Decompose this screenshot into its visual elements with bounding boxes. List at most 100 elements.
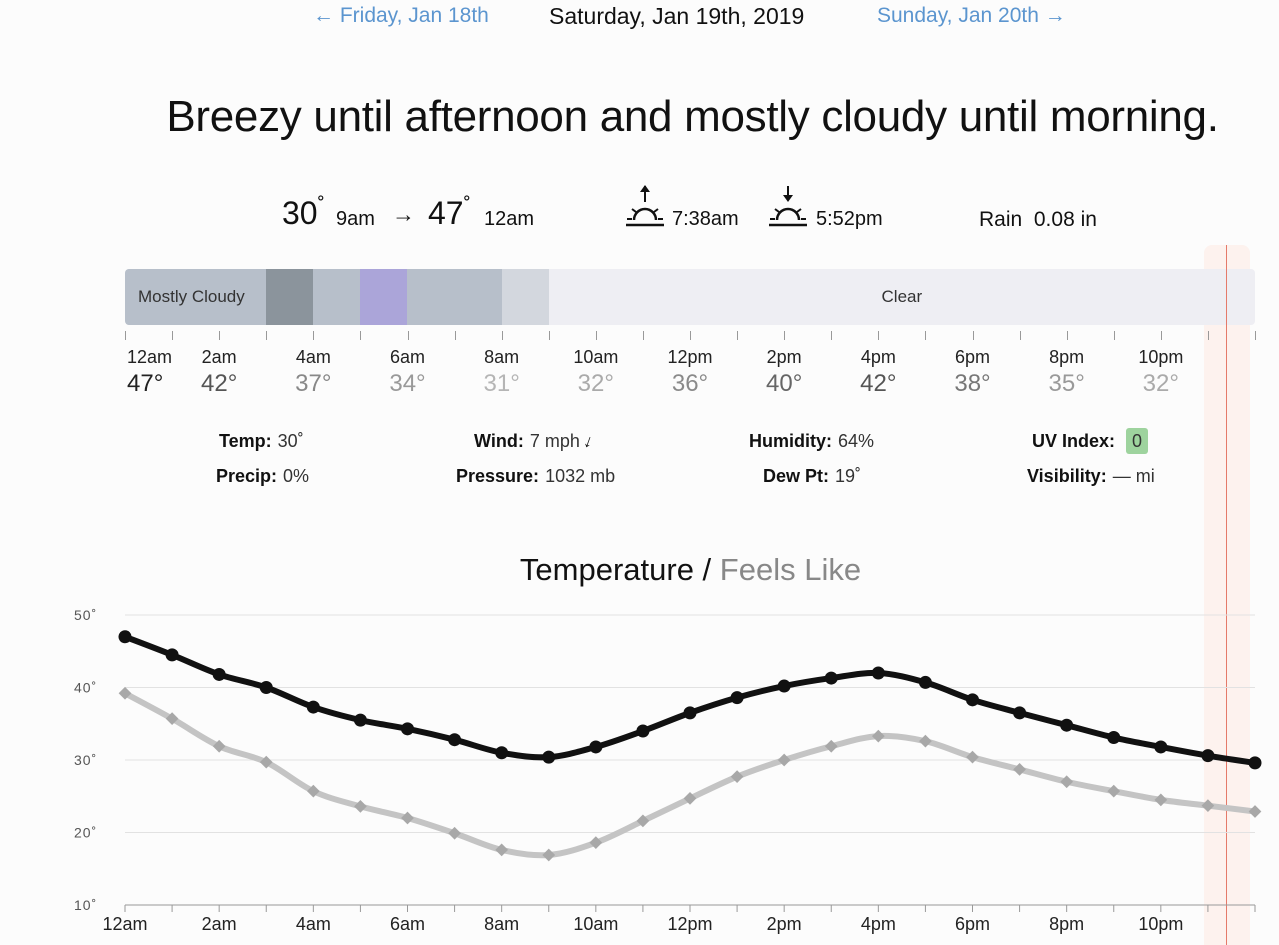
hour-temp: 34° <box>389 370 426 397</box>
temperature-point <box>1013 706 1027 720</box>
hour-label: 2pm <box>766 347 802 367</box>
x-tick-label: 2am <box>202 914 237 934</box>
y-tick-label: 20˚ <box>74 825 97 841</box>
temperature-point <box>118 630 132 644</box>
temperature-chart[interactable]: 50˚ 40˚ 30˚ 20˚ 10˚ 12am 2am 4am 6am 8am 10am 12pm 2… <box>0 600 1279 945</box>
chart-title: Temperature / Feels Like <box>519 552 862 587</box>
y-tick-label: 50˚ <box>74 607 97 623</box>
hour-temp: 47° <box>127 370 164 397</box>
feels-like-point <box>1013 763 1026 776</box>
feels-like-point <box>306 784 320 798</box>
temperature-point <box>589 740 603 754</box>
temperature-line <box>123 633 1256 766</box>
feels-like-point <box>448 826 461 840</box>
timeline-segment-label: Mostly Cloudy <box>138 287 245 306</box>
timeline-tick <box>784 331 786 340</box>
y-tick-label: 10˚ <box>74 897 97 913</box>
feels-like-point <box>1154 793 1168 807</box>
feels-like-point <box>495 843 509 857</box>
hour-label: 10pm <box>1138 347 1184 367</box>
detail-uv-index: UV Index: 0 <box>1032 428 1149 454</box>
temperature-point <box>730 691 744 705</box>
hour-temp: 42° <box>201 370 238 397</box>
timeline-segment <box>360 269 408 325</box>
feels-like-point <box>354 800 367 813</box>
hour-temp: 32° <box>577 370 614 397</box>
conditions-timeline[interactable]: Mostly Cloudy Clear <box>125 269 1255 325</box>
x-tick-label: 12am <box>102 914 147 934</box>
timeline-tick <box>266 331 268 340</box>
timeline-tick <box>831 331 833 340</box>
timeline-segment <box>313 269 361 325</box>
temperature-point <box>401 722 414 736</box>
temperature-point <box>636 724 650 738</box>
y-tick-label: 30˚ <box>74 752 97 768</box>
temperature-point <box>871 666 885 680</box>
feels-like-point <box>212 739 226 753</box>
hour-temp: 35° <box>1048 370 1085 397</box>
timeline-segment <box>407 269 502 325</box>
temperature-point <box>259 681 273 694</box>
hour-label: 8pm <box>1049 347 1085 367</box>
feels-like-point <box>824 739 838 753</box>
sunset-time: 5:52pm <box>816 208 883 230</box>
prev-day-link[interactable]: ← Friday, Jan 18th <box>313 4 489 27</box>
next-day-link[interactable]: Sunday, Jan 20th → <box>877 4 1066 27</box>
detail-dewpoint: Dew Pt: 19˚ <box>763 466 862 486</box>
detail-humidity: Humidity: 64% <box>749 431 875 451</box>
temperature-point <box>165 648 179 662</box>
temperature-point <box>306 700 320 714</box>
timeline-tick <box>595 331 597 340</box>
timeline-segment: Clear <box>548 269 1255 325</box>
hour-label: 12am <box>127 347 173 367</box>
feels-like-point <box>1201 799 1215 813</box>
detail-wind: Wind: 7 mph↓ <box>474 430 597 452</box>
temperature-point <box>824 671 838 685</box>
timeline-tick <box>360 331 362 340</box>
timeline-tick <box>1019 331 1021 340</box>
x-tick-label: 12pm <box>667 914 712 934</box>
hour-temp: 37° <box>295 370 332 397</box>
timeline-tick <box>313 331 315 340</box>
x-tick-label: 10pm <box>1138 914 1183 934</box>
hour-temp: 31° <box>483 370 520 397</box>
hour-label: 8am <box>484 347 520 367</box>
hour-temp: 42° <box>860 370 897 397</box>
x-tick-label: 8am <box>484 914 519 934</box>
detail-precip: Precip: 0% <box>216 466 310 486</box>
low-temp: 30˚ <box>282 193 325 231</box>
feels-like-point <box>871 729 885 743</box>
x-tick-label: 4am <box>296 914 331 934</box>
feels-like-point <box>401 811 414 825</box>
x-tick-label: 2pm <box>767 914 802 934</box>
wind-direction-icon: ↓ <box>580 430 597 452</box>
temperature-point <box>212 667 226 681</box>
uv-badge: 0 <box>1126 428 1149 454</box>
timeline-tick <box>878 331 880 340</box>
temperature-point <box>1248 756 1262 770</box>
timeline-tick <box>642 331 644 340</box>
rain-total: Rain 0.08 in <box>979 208 1097 231</box>
timeline-tick <box>407 331 409 340</box>
feels-like-point <box>1107 784 1121 798</box>
high-temp: 47˚ <box>428 193 471 231</box>
hour-label: 6am <box>389 347 425 367</box>
timeline-segment <box>501 269 549 325</box>
x-tick-label: 6pm <box>955 914 990 934</box>
temperature-point <box>918 675 932 689</box>
temperature-point <box>1154 740 1168 754</box>
feels-like-point <box>1060 775 1074 789</box>
x-tick-label: 8pm <box>1049 914 1084 934</box>
hour-label: 12pm <box>667 347 713 367</box>
feels-like-point <box>542 848 556 862</box>
feels-like-point <box>259 755 273 769</box>
current-hour-highlight <box>1204 245 1250 945</box>
sunset-icon <box>769 186 807 227</box>
hour-label: 6pm <box>954 347 990 367</box>
timeline-tick <box>737 331 739 340</box>
timeline-tick <box>925 331 927 340</box>
sunrise-icon <box>626 185 664 227</box>
x-tick-label: 6am <box>390 914 425 934</box>
temperature-point <box>777 679 791 693</box>
hour-temp: 36° <box>671 370 709 397</box>
